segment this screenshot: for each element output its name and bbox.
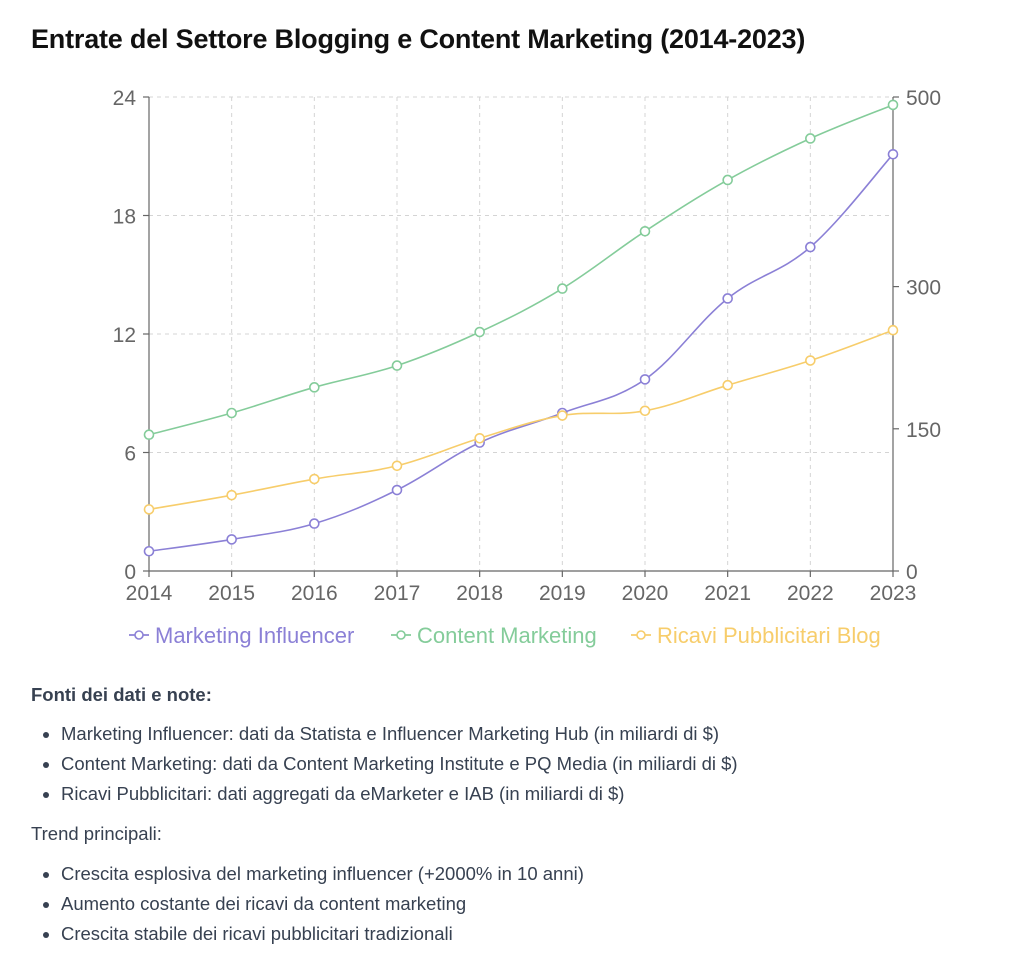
y-right-tick-label: 300 bbox=[906, 277, 941, 300]
trend-item: Crescita stabile dei ricavi pubblicitari… bbox=[61, 919, 991, 949]
y-right-tick-label: 150 bbox=[906, 419, 941, 442]
y-left-tick-label: 18 bbox=[113, 206, 136, 229]
legend-label: Ricavi Pubblicitari Blog bbox=[657, 623, 881, 648]
data-point-1 bbox=[805, 133, 816, 144]
data-point-1 bbox=[391, 360, 403, 371]
x-tick-label: 2014 bbox=[126, 582, 173, 605]
data-point-1 bbox=[722, 174, 733, 186]
notes-section: Fonti dei dati e note: Marketing Influen… bbox=[31, 684, 991, 949]
data-point-0 bbox=[226, 534, 237, 545]
x-tick-label: 2016 bbox=[291, 582, 338, 605]
legend-label: Content Marketing bbox=[417, 623, 597, 648]
data-point-2 bbox=[474, 432, 485, 444]
data-point-1 bbox=[887, 99, 899, 111]
data-point-0 bbox=[391, 484, 403, 496]
data-point-1 bbox=[557, 283, 568, 294]
series-line-1 bbox=[148, 104, 894, 436]
source-item: Content Marketing: dati da Content Marke… bbox=[61, 749, 991, 779]
data-point-2 bbox=[722, 379, 733, 391]
data-point-2 bbox=[639, 405, 651, 417]
y-right-tick-label: 0 bbox=[906, 561, 918, 584]
legend-swatch-marker bbox=[636, 630, 646, 640]
x-tick-label: 2022 bbox=[787, 582, 834, 605]
source-item: Marketing Influencer: dati da Statista e… bbox=[61, 719, 991, 749]
data-point-0 bbox=[639, 374, 651, 385]
data-point-1 bbox=[639, 226, 651, 237]
y-left-tick-label: 24 bbox=[113, 87, 137, 110]
x-tick-label: 2018 bbox=[456, 582, 503, 605]
trend-item: Aumento costante dei ricavi da content m… bbox=[61, 889, 991, 919]
data-point-2 bbox=[143, 504, 155, 515]
chart-title: Entrate del Settore Blogging e Content M… bbox=[31, 24, 806, 54]
data-point-1 bbox=[309, 382, 320, 393]
x-tick-label: 2017 bbox=[374, 582, 421, 605]
data-point-1 bbox=[474, 326, 485, 338]
trends-list: Crescita esplosiva del marketing influen… bbox=[31, 859, 991, 949]
data-point-1 bbox=[143, 429, 155, 441]
series-line-0 bbox=[148, 153, 894, 553]
source-item: Ricavi Pubblicitari: dati aggregati da e… bbox=[61, 779, 991, 809]
y-right-tick-label: 500 bbox=[906, 87, 941, 110]
y-left-tick-label: 6 bbox=[124, 443, 136, 466]
series-line-2 bbox=[148, 329, 894, 511]
data-point-2 bbox=[391, 460, 403, 472]
data-point-0 bbox=[309, 518, 320, 529]
data-point-1 bbox=[226, 407, 237, 419]
y-left-tick-label: 0 bbox=[124, 561, 136, 584]
data-point-2 bbox=[309, 473, 320, 485]
data-point-0 bbox=[887, 148, 899, 160]
data-point-2 bbox=[887, 324, 899, 336]
data-point-2 bbox=[226, 489, 237, 501]
sources-list: Marketing Influencer: dati da Statista e… bbox=[31, 719, 991, 809]
line-chart: 0 6 12 18 24 0 150 300 500 2014 2015 2016 2017 2018 20… bbox=[113, 87, 941, 648]
x-tick-label: 2021 bbox=[704, 582, 751, 605]
data-point-2 bbox=[805, 355, 816, 366]
data-point-0 bbox=[722, 293, 733, 304]
data-point-0 bbox=[805, 241, 816, 253]
data-point-0 bbox=[143, 545, 155, 557]
legend-swatch-marker bbox=[134, 630, 144, 640]
x-tick-label: 2023 bbox=[870, 582, 917, 605]
legend-label: Marketing Influencer bbox=[155, 623, 354, 648]
x-tick-label: 2015 bbox=[208, 582, 255, 605]
sources-heading: Fonti dei dati e note: bbox=[31, 684, 212, 705]
data-point-2 bbox=[557, 410, 568, 421]
trend-item: Crescita esplosiva del marketing influen… bbox=[61, 859, 991, 889]
x-tick-label: 2019 bbox=[539, 582, 586, 605]
trends-heading: Trend principali: bbox=[31, 823, 162, 844]
x-tick-label: 2020 bbox=[622, 582, 669, 605]
legend-swatch-marker bbox=[396, 630, 406, 640]
y-left-tick-label: 12 bbox=[113, 324, 136, 347]
